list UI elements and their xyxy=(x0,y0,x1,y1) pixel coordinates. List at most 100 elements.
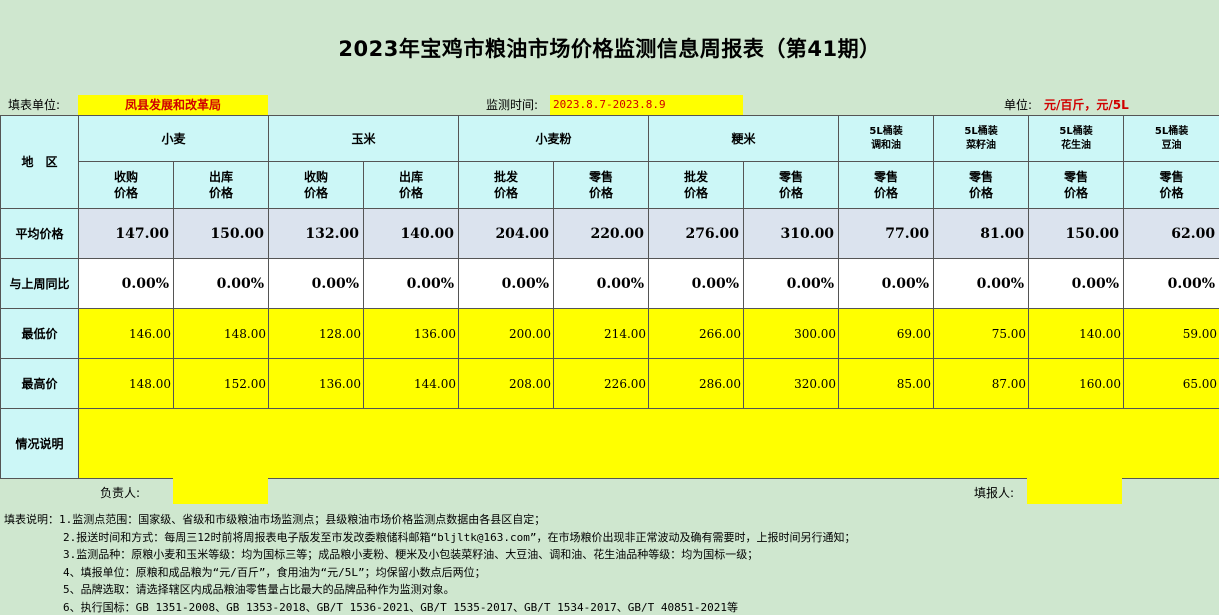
min-price-cell[interactable]: 75.00 xyxy=(933,308,1030,359)
avg-price-cell[interactable]: 150.00 xyxy=(172,208,270,259)
fill-unit-label: 填表单位: xyxy=(8,98,61,112)
week-change-cell[interactable]: 0.00% xyxy=(458,258,555,309)
sub-header-l2: 价格 xyxy=(304,186,329,200)
min-price-cell[interactable]: 136.00 xyxy=(363,308,460,359)
group-soy-oil: 5L桶装豆油 xyxy=(1123,115,1219,162)
sub-header-l1: 批发 xyxy=(494,170,519,184)
sub-header-l2: 价格 xyxy=(113,186,138,200)
sub-header: 零售 价格 xyxy=(1028,161,1125,209)
min-price-cell[interactable]: 140.00 xyxy=(1028,308,1125,359)
sub-header-l2: 价格 xyxy=(209,186,234,200)
sub-header: 收购 价格 xyxy=(268,161,365,209)
sub-header-l1: 零售 xyxy=(589,170,614,184)
group-flour: 小麦粉 xyxy=(458,115,650,162)
min-price-cell[interactable]: 300.00 xyxy=(743,308,840,359)
week-change-cell[interactable]: 0.00% xyxy=(933,258,1030,309)
max-price-cell[interactable]: 136.00 xyxy=(268,358,365,409)
note-line: 2.报送时间和方式：每周三12时前将周报表电子版发至市发改委粮储科邮箱“bljl… xyxy=(63,530,856,544)
avg-price-cell[interactable]: 77.00 xyxy=(838,208,935,259)
avg-price-cell[interactable]: 310.00 xyxy=(743,208,840,259)
group-rice: 粳米 xyxy=(648,115,840,162)
min-price-cell[interactable]: 146.00 xyxy=(78,308,174,359)
group-peanut-oil: 5L桶装 花生油 xyxy=(1028,115,1125,162)
avg-price-cell[interactable]: 204.00 xyxy=(458,208,555,259)
week-change-cell[interactable]: 0.00% xyxy=(363,258,460,309)
fill-unit-value[interactable]: 凤县发展和改革局 xyxy=(78,95,268,115)
avg-price-label: 平均价格 xyxy=(0,208,79,259)
signature-row: 负责人: 填报人: xyxy=(0,478,1219,504)
week-change-cell[interactable]: 0.00% xyxy=(78,258,174,309)
avg-price-cell[interactable]: 132.00 xyxy=(268,208,365,259)
group-blend-oil-l2: 调和油 xyxy=(871,139,902,151)
price-table: 地 区 小麦 玉米 小麦粉 粳米 5L桶装 调和油 5L桶装 菜籽油 5L桶装 花生油… xyxy=(0,115,1219,479)
leader-field[interactable] xyxy=(173,478,268,504)
sub-header-l1: 零售 xyxy=(1159,170,1184,184)
max-price-cell[interactable]: 320.00 xyxy=(743,358,840,409)
measure-unit-label: 单位: xyxy=(1004,98,1033,112)
sub-header-l2: 价格 xyxy=(874,186,899,200)
note-line: 3.监测品种：原粮小麦和玉米等级：均为国标三等；成品粮小麦粉、粳米及小包装菜籽油… xyxy=(63,548,759,562)
min-price-cell[interactable]: 214.00 xyxy=(553,308,650,359)
avg-price-cell[interactable]: 147.00 xyxy=(78,208,174,259)
sub-header: 零售 价格 xyxy=(933,161,1030,209)
max-price-cell[interactable]: 65.00 xyxy=(1123,358,1219,409)
week-change-cell[interactable]: 0.00% xyxy=(743,258,840,309)
group-wheat: 小麦 xyxy=(77,115,270,162)
avg-price-cell[interactable]: 150.00 xyxy=(1028,208,1125,259)
sub-header-l2: 价格 xyxy=(779,186,804,200)
week-change-cell[interactable]: 0.00% xyxy=(553,258,650,309)
week-change-cell[interactable]: 0.00% xyxy=(1028,258,1125,309)
avg-price-cell[interactable]: 140.00 xyxy=(363,208,460,259)
max-price-cell[interactable]: 148.00 xyxy=(78,358,174,409)
max-price-cell[interactable]: 226.00 xyxy=(553,358,650,409)
max-price-cell[interactable]: 144.00 xyxy=(363,358,460,409)
avg-price-cell[interactable]: 220.00 xyxy=(553,208,650,259)
max-price-cell[interactable]: 152.00 xyxy=(172,358,270,409)
sub-header-l2: 价格 xyxy=(1159,186,1184,200)
sub-header-l1: 零售 xyxy=(779,170,804,184)
week-change-label: 与上周同比 xyxy=(0,258,79,309)
sub-header: 出库 价格 xyxy=(172,161,270,209)
min-price-cell[interactable]: 148.00 xyxy=(172,308,270,359)
region-header: 地 区 xyxy=(0,115,79,209)
week-change-cell[interactable]: 0.00% xyxy=(648,258,745,309)
min-price-cell[interactable]: 69.00 xyxy=(838,308,935,359)
leader-label: 负责人: xyxy=(100,486,141,500)
max-price-cell[interactable]: 160.00 xyxy=(1028,358,1125,409)
sub-header-l1: 零售 xyxy=(1064,170,1089,184)
remark-value[interactable] xyxy=(77,408,1219,479)
sub-header-l1: 出库 xyxy=(209,170,234,184)
avg-price-cell[interactable]: 81.00 xyxy=(933,208,1030,259)
remark-label: 情况说明 xyxy=(0,408,79,479)
note-line: 填表说明：1.监测点范围：国家级、省级和市级粮油市场监测点；县级粮油市场价格监测… xyxy=(4,513,546,526)
monitor-time-value[interactable]: 2023.8.7-2023.8.9 xyxy=(550,95,743,115)
sub-header-l1: 批发 xyxy=(684,170,709,184)
filler-field[interactable] xyxy=(1027,478,1122,504)
avg-price-cell[interactable]: 276.00 xyxy=(648,208,745,259)
note-line: 4、填报单位：原粮和成品粮为“元/百斤”，食用油为“元/5L”；均保留小数点后两… xyxy=(63,565,486,579)
max-price-cell[interactable]: 286.00 xyxy=(648,358,745,409)
sub-header-l1: 收购 xyxy=(304,170,329,184)
min-price-cell[interactable]: 59.00 xyxy=(1123,308,1219,359)
week-change-cell[interactable]: 0.00% xyxy=(838,258,935,309)
note-line: 6、执行国标：GB 1351-2008、GB 1353-2018、GB/T 15… xyxy=(63,600,739,614)
group-corn: 玉米 xyxy=(268,115,460,162)
min-price-cell[interactable]: 128.00 xyxy=(268,308,365,359)
group-blend-oil: 5L桶装调和油 xyxy=(838,115,935,162)
max-price-cell[interactable]: 208.00 xyxy=(458,358,555,409)
max-price-cell[interactable]: 85.00 xyxy=(838,358,935,409)
note-line: 5、品牌选取：请选择辖区内成品粮油零售量占比最大的品牌品种作为监测对象。 xyxy=(63,583,455,597)
min-price-cell[interactable]: 266.00 xyxy=(648,308,745,359)
group-soy-oil-l2: 豆油 xyxy=(1161,139,1182,151)
sub-header-l2: 价格 xyxy=(589,186,614,200)
sub-header: 零售 价格 xyxy=(743,161,840,209)
min-price-cell[interactable]: 200.00 xyxy=(458,308,555,359)
week-change-cell[interactable]: 0.00% xyxy=(1123,258,1219,309)
max-price-label: 最高价 xyxy=(0,358,79,409)
week-change-cell[interactable]: 0.00% xyxy=(172,258,270,309)
week-change-cell[interactable]: 0.00% xyxy=(268,258,365,309)
avg-price-cell[interactable]: 62.00 xyxy=(1123,208,1219,259)
max-price-cell[interactable]: 87.00 xyxy=(933,358,1030,409)
group-soy-oil-l1: 5L桶装 xyxy=(1154,125,1189,137)
group-blend-oil-l1: 5L桶装 xyxy=(869,125,903,137)
